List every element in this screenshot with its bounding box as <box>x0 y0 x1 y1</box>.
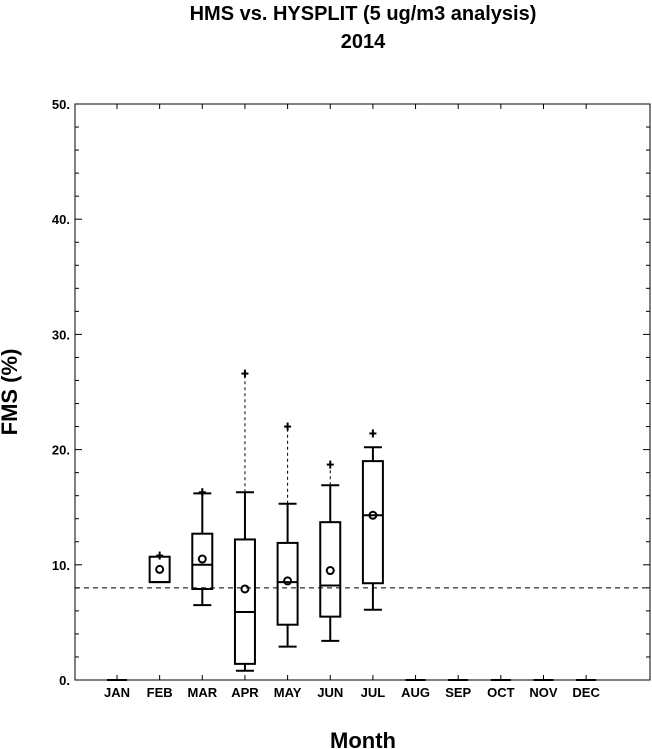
x-tick-label: MAY <box>274 685 302 700</box>
x-tick-label: NOV <box>529 685 558 700</box>
mean-marker <box>197 554 207 564</box>
chart-subtitle: 2014 <box>341 31 386 53</box>
box-feb <box>148 551 171 584</box>
x-axis-label: Month <box>330 728 396 749</box>
x-tick-label: MAR <box>187 685 217 700</box>
plot-frame <box>74 103 651 681</box>
y-tick-label: 30. <box>52 327 70 342</box>
y-tick-label: 50. <box>52 97 70 112</box>
box-series <box>107 369 597 681</box>
x-tick-label: DEC <box>572 685 600 700</box>
y-tick-label: 10. <box>52 558 70 573</box>
box-apr <box>233 369 256 672</box>
mean-marker <box>325 566 335 576</box>
box-jun <box>319 460 342 642</box>
y-axis-label: FMS (%) <box>0 349 22 436</box>
mean-marker <box>155 564 165 574</box>
mean-marker <box>240 584 250 594</box>
iqr-box <box>361 460 384 585</box>
y-tick-label: 20. <box>52 443 70 458</box>
x-tick-label: AUG <box>401 685 430 700</box>
x-tick-label: APR <box>231 685 259 700</box>
box-mar <box>191 488 214 607</box>
iqr-box <box>276 541 299 626</box>
x-tick-label: JUL <box>361 685 386 700</box>
iqr-box <box>148 555 171 584</box>
iqr-box <box>319 521 342 618</box>
iqr-box <box>233 538 256 665</box>
box-may <box>276 422 299 648</box>
x-tick-label: JAN <box>104 685 130 700</box>
x-tick-label: SEP <box>445 685 471 700</box>
x-axis: JAN FEB MAR APR MAY JUN JUL AUG SEP OCT NOV DEC <box>104 104 600 700</box>
y-tick-label: 40. <box>52 212 70 227</box>
y-axis: 0. 10. 20. 30. 40. 50. <box>52 97 650 688</box>
x-tick-label: FEB <box>147 685 173 700</box>
y-tick-label: 0. <box>59 673 70 688</box>
box-jul <box>361 429 384 611</box>
mean-marker <box>368 510 378 520</box>
iqr-box <box>191 532 214 590</box>
mean-marker <box>283 576 293 586</box>
x-tick-label: JUN <box>317 685 343 700</box>
chart-title: HMS vs. HYSPLIT (5 ug/m3 analysis) <box>190 3 537 25</box>
x-tick-label: OCT <box>487 685 515 700</box>
